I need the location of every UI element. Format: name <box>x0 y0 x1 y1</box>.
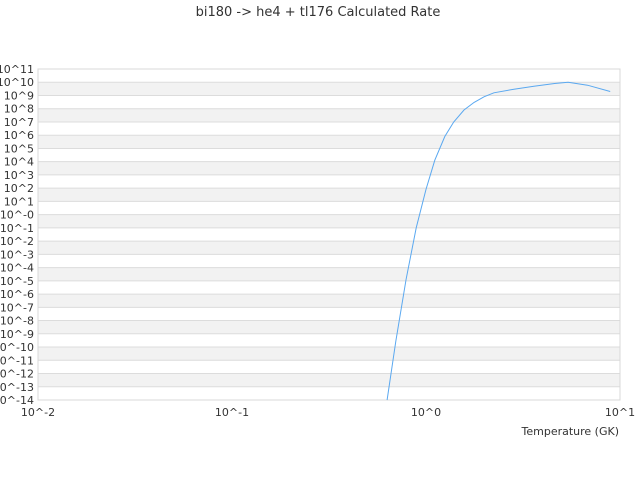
grid-band <box>38 174 620 189</box>
y-tick-label: 10^8 <box>4 103 34 116</box>
grid-band <box>38 108 620 122</box>
y-tick-label: 10^-0 <box>0 209 34 222</box>
y-tick-label: 10^-11 <box>0 354 34 367</box>
x-tick-label: 10^0 <box>411 406 441 419</box>
grid-band <box>38 188 620 202</box>
grid-band <box>38 82 620 96</box>
y-tick-label: 10^6 <box>4 129 34 142</box>
grid-band <box>38 148 620 162</box>
y-tick-label: 10^11 <box>0 63 34 76</box>
grid-band <box>38 121 620 136</box>
grid-band <box>38 241 620 255</box>
x-tick-label: 10^-1 <box>215 406 249 419</box>
grid-band <box>38 280 620 295</box>
y-tick-label: 10^-4 <box>0 262 34 275</box>
grid-band <box>38 201 620 215</box>
y-tick-label: 10^-1 <box>0 222 34 235</box>
grid-band <box>38 360 620 374</box>
x-tick-label: 10^1 <box>605 406 635 419</box>
y-tick-label: 10^3 <box>4 169 34 182</box>
y-tick-label: 10^-9 <box>0 328 34 341</box>
grid-band <box>38 161 620 175</box>
y-tick-label: 10^-8 <box>0 315 34 328</box>
y-tick-label: 10^-5 <box>0 275 34 288</box>
y-tick-label: 10^2 <box>4 182 34 195</box>
grid-band <box>38 347 620 361</box>
grid-band <box>38 227 620 242</box>
y-tick-label: 10^5 <box>4 142 34 155</box>
y-tick-label: 10^-7 <box>0 301 34 314</box>
y-tick-label: 10^10 <box>0 76 34 89</box>
grid-band <box>38 333 620 348</box>
x-tick-label: 10^-2 <box>21 406 55 419</box>
grid-band <box>38 69 620 83</box>
grid-band <box>38 307 620 321</box>
plot-border <box>37 68 621 401</box>
grid-band <box>38 95 620 109</box>
y-tick-label: 10^4 <box>4 156 34 169</box>
y-tick-label: 10^-13 <box>0 381 34 394</box>
series-line <box>386 81 611 401</box>
y-tick-label: 10^-10 <box>0 341 34 354</box>
grid-band <box>38 294 620 308</box>
y-tick-label: 10^7 <box>4 116 34 129</box>
chart-title: bi180 -> he4 + tl176 Calculated Rate <box>196 5 441 20</box>
grid-band <box>38 320 620 334</box>
grid-band <box>38 267 620 281</box>
grid-band <box>38 386 620 400</box>
x-axis-label: Temperature (GK) <box>521 425 620 438</box>
grid-band <box>38 135 620 149</box>
grid-band <box>38 373 620 387</box>
y-tick-label: 10^-6 <box>0 288 34 301</box>
y-tick-label: 10^1 <box>4 195 34 208</box>
y-tick-label: 10^9 <box>4 89 34 102</box>
y-tick-label: 10^-3 <box>0 248 34 261</box>
y-tick-label: 10^-12 <box>0 368 34 381</box>
y-tick-label: 10^-2 <box>0 235 34 248</box>
y-tick-label: 10^-14 <box>0 394 34 407</box>
grid-band <box>38 214 620 228</box>
grid-band <box>38 254 620 268</box>
